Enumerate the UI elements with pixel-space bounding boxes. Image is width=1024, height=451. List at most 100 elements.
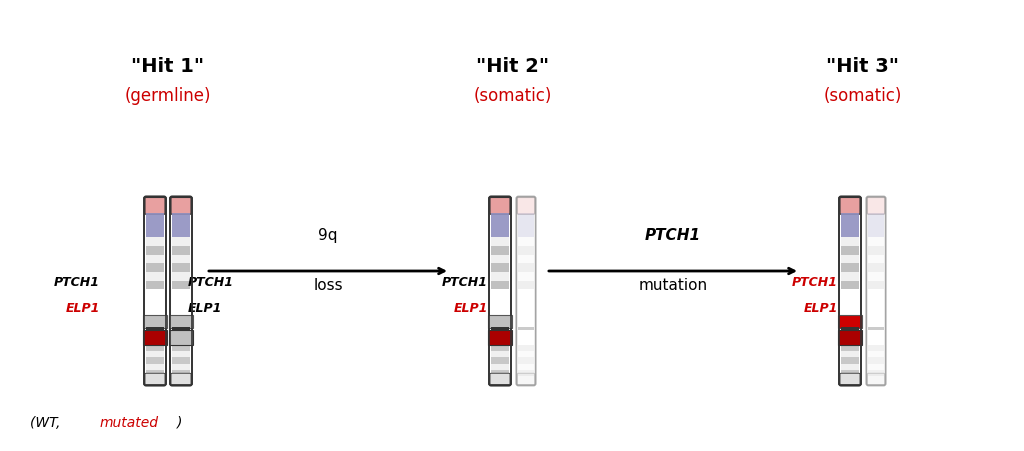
Bar (518, 213, 534, 237)
Bar (868, 281, 884, 289)
Bar (490, 263, 509, 272)
FancyBboxPatch shape (516, 197, 536, 386)
FancyBboxPatch shape (840, 198, 860, 214)
Text: (WT,: (WT, (30, 416, 65, 430)
Bar (146, 345, 164, 351)
Bar (518, 263, 534, 272)
Bar (518, 237, 534, 246)
FancyBboxPatch shape (867, 198, 885, 214)
Bar (518, 370, 534, 376)
Text: (germline): (germline) (125, 87, 211, 105)
Bar (146, 255, 164, 263)
Bar (146, 370, 164, 376)
FancyBboxPatch shape (867, 373, 885, 385)
Bar (841, 263, 859, 272)
Bar (868, 246, 884, 255)
Text: ): ) (177, 416, 182, 430)
Bar (841, 237, 859, 246)
Bar (518, 246, 534, 255)
Bar (146, 246, 164, 255)
Bar (490, 255, 509, 263)
FancyBboxPatch shape (490, 198, 510, 214)
Bar (490, 364, 509, 370)
Bar (841, 246, 859, 255)
Bar (490, 272, 509, 281)
Bar (172, 351, 190, 357)
Bar (868, 263, 884, 272)
Bar (172, 255, 190, 263)
Text: (somatic): (somatic) (824, 87, 902, 105)
Text: ELP1: ELP1 (454, 303, 488, 316)
Text: loss: loss (313, 279, 343, 294)
FancyBboxPatch shape (866, 197, 886, 386)
Bar (518, 327, 534, 330)
Bar (518, 357, 534, 364)
Bar (172, 281, 190, 289)
Bar (146, 272, 164, 281)
Bar (172, 327, 190, 330)
Bar (518, 281, 534, 289)
FancyBboxPatch shape (170, 197, 193, 386)
Text: PTCH1: PTCH1 (188, 276, 234, 290)
Bar (518, 255, 534, 263)
Bar (868, 213, 884, 237)
Bar (490, 213, 509, 237)
FancyBboxPatch shape (839, 197, 861, 386)
Bar (143, 315, 167, 328)
Bar (143, 330, 167, 345)
Bar (490, 370, 509, 376)
Bar (841, 345, 859, 351)
Bar (488, 315, 512, 328)
Text: mutation: mutation (638, 279, 708, 294)
Text: PTCH1: PTCH1 (792, 276, 838, 290)
Bar (868, 370, 884, 376)
Bar (490, 327, 509, 330)
Bar (868, 357, 884, 364)
FancyBboxPatch shape (145, 198, 165, 214)
FancyBboxPatch shape (517, 373, 535, 385)
Bar (518, 345, 534, 351)
Text: (somatic): (somatic) (474, 87, 552, 105)
FancyBboxPatch shape (490, 373, 510, 385)
Bar (172, 364, 190, 370)
FancyBboxPatch shape (171, 373, 191, 385)
Bar (172, 357, 190, 364)
Bar (172, 345, 190, 351)
Bar (172, 370, 190, 376)
Bar (490, 345, 509, 351)
Bar (518, 272, 534, 281)
Text: PTCH1: PTCH1 (54, 276, 100, 290)
Bar (146, 281, 164, 289)
Bar (841, 327, 859, 330)
Text: 9q: 9q (318, 229, 338, 244)
Bar (172, 263, 190, 272)
FancyBboxPatch shape (517, 198, 535, 214)
Bar (868, 237, 884, 246)
Text: mutated: mutated (100, 416, 159, 430)
Bar (841, 357, 859, 364)
Bar (146, 263, 164, 272)
Bar (172, 237, 190, 246)
Bar (146, 237, 164, 246)
Text: ELP1: ELP1 (66, 303, 100, 316)
FancyBboxPatch shape (145, 373, 165, 385)
Bar (490, 281, 509, 289)
Text: "Hit 2": "Hit 2" (476, 56, 550, 75)
Bar (146, 357, 164, 364)
Bar (172, 246, 190, 255)
Bar (868, 255, 884, 263)
Bar (490, 246, 509, 255)
Bar (169, 315, 193, 328)
Bar (146, 327, 164, 330)
Text: "Hit 1": "Hit 1" (131, 56, 205, 75)
Bar (841, 255, 859, 263)
Bar (488, 330, 512, 345)
Bar (490, 351, 509, 357)
Bar (490, 237, 509, 246)
Bar (169, 330, 193, 345)
Bar (839, 330, 862, 345)
Bar (841, 351, 859, 357)
Bar (868, 272, 884, 281)
Bar (841, 272, 859, 281)
Bar (172, 272, 190, 281)
